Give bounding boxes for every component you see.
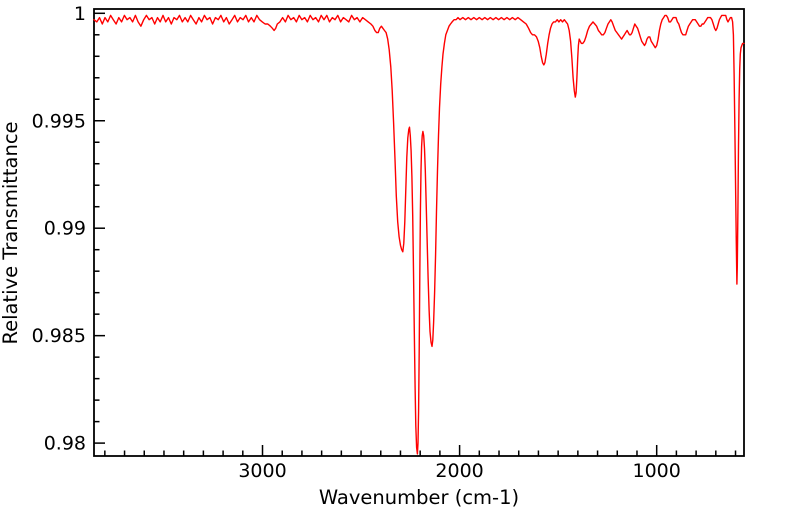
plot-border [93, 8, 745, 457]
y-tick-label: 0.99 [44, 218, 86, 240]
y-tick-label: 0.985 [32, 325, 86, 347]
y-tick-label: 0.995 [32, 110, 86, 132]
axis-ticks [94, 12, 737, 456]
axis-tick-labels: 3000 2000 1000 1 0.995 0.99 0.985 0.98 [32, 3, 681, 482]
x-tick-label: 2000 [435, 460, 483, 482]
x-axis-title: Wavenumber (cm-1) [319, 486, 519, 509]
x-tick-label: 3000 [238, 460, 286, 482]
x-tick-label: 1000 [633, 460, 681, 482]
spectrum-line [93, 14, 745, 455]
y-tick-label: 0.98 [44, 433, 86, 455]
y-tick-label: 1 [74, 3, 86, 25]
y-axis-title: Relative Transmittance [0, 121, 22, 344]
